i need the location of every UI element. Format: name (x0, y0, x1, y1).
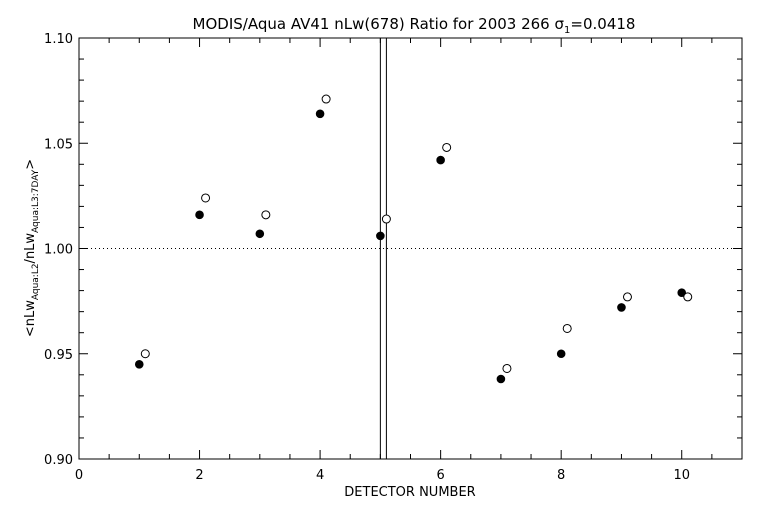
y-tick-label: 0.90 (44, 453, 73, 468)
y-tick-label: 0.95 (44, 348, 73, 363)
open-data-point (562, 323, 572, 333)
x-tick-label: 8 (557, 468, 565, 483)
filled-data-point (134, 359, 144, 369)
open-data-point (201, 193, 211, 203)
y-axis-label-subscript-1: Aqua:L2 (31, 263, 41, 300)
y-axis-label-subscript-2: Aqua:L3:7DAY (31, 169, 41, 233)
plot-area: 0 2 4 6 8 10 0.90 0.95 1.00 1.05 1.10 (44, 32, 743, 483)
filled-data-point (556, 349, 566, 359)
plot-frame (78, 37, 743, 460)
open-data-point (381, 214, 391, 224)
x-tick-label: 10 (673, 468, 690, 483)
y-tick-label: 1.10 (44, 32, 73, 47)
filled-data-point (496, 374, 506, 384)
open-data-point (442, 142, 452, 152)
filled-data-point (255, 229, 265, 239)
open-data-point (140, 349, 150, 359)
x-tick-label: 4 (316, 468, 324, 483)
open-data-point (622, 292, 632, 302)
y-axis-label: <nLwAqua:L2/nLwAqua:L3:7DAY> (23, 159, 41, 337)
filled-data-point (376, 231, 385, 241)
y-axis-label-middle: /nLw (23, 233, 38, 264)
x-axis-label: DETECTOR NUMBER (344, 485, 475, 500)
filled-data-point (315, 109, 325, 119)
chart-title: MODIS/Aqua AV41 nLw(678) Ratio for 2003 … (193, 15, 636, 36)
filled-data-point (195, 210, 204, 220)
x-tick-label: 6 (436, 468, 444, 483)
filled-data-point (677, 288, 687, 298)
chart-title-sigma-subscript: 1 (564, 25, 570, 36)
filled-data-point (436, 155, 445, 165)
y-tick-label: 1.00 (44, 243, 73, 258)
y-axis-label-suffix: > (23, 159, 38, 170)
x-tick-label: 0 (75, 468, 83, 483)
open-data-point (502, 363, 512, 373)
x-tick-label: 2 (195, 468, 203, 483)
y-tick-label: 1.05 (44, 137, 73, 152)
open-data-point (683, 292, 693, 302)
chart-title-main: MODIS/Aqua AV41 nLw(678) Ratio for 2003 … (193, 15, 555, 33)
chart-title-value: =0.0418 (570, 15, 635, 33)
chart-title-sigma: σ (555, 15, 565, 33)
open-data-point (261, 210, 271, 220)
open-data-point (321, 94, 331, 104)
y-axis-label-prefix: <nLw (23, 300, 38, 337)
filled-data-point (617, 303, 626, 312)
